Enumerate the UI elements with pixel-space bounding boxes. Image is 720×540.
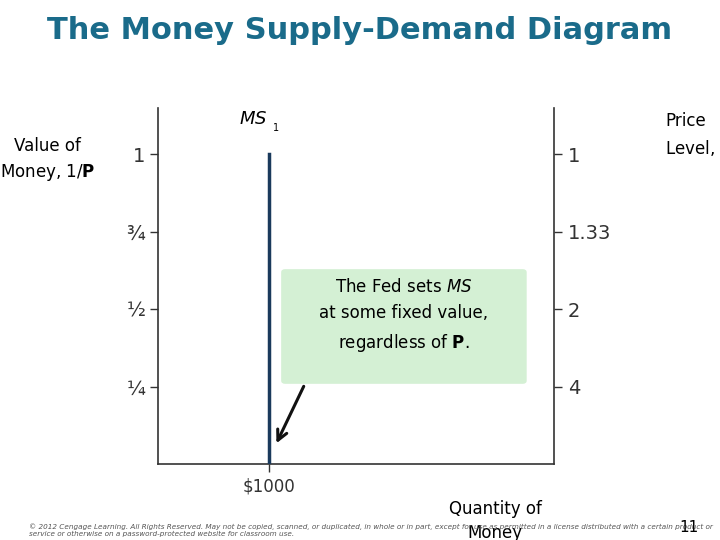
Text: The Fed sets $\it{MS}$
at some fixed value,
regardless of $\mathbf{P}$.: The Fed sets $\it{MS}$ at some fixed val… — [320, 278, 488, 354]
Text: Price
Level, $\mathbf{P}$: Price Level, $\mathbf{P}$ — [665, 112, 720, 158]
Text: The Money Supply-Demand Diagram: The Money Supply-Demand Diagram — [48, 16, 672, 45]
Text: © 2012 Cengage Learning. All Rights Reserved. May not be copied, scanned, or dup: © 2012 Cengage Learning. All Rights Rese… — [29, 523, 713, 537]
Text: Quantity of
Money: Quantity of Money — [449, 500, 541, 540]
Text: 11: 11 — [679, 519, 698, 535]
Text: $_{1}$: $_{1}$ — [272, 120, 280, 134]
Text: Value of
Money, 1/​$\mathbf{P}$: Value of Money, 1/​$\mathbf{P}$ — [0, 137, 95, 183]
Text: $\it{MS}$: $\it{MS}$ — [239, 110, 267, 128]
FancyBboxPatch shape — [282, 269, 526, 384]
